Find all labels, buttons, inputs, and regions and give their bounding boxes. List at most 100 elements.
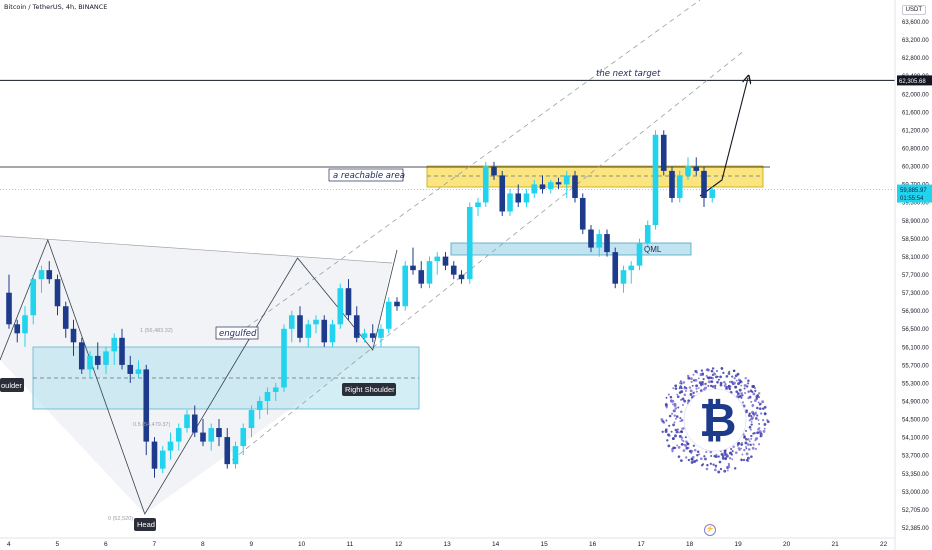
lightning-icon[interactable]: ⚡ (704, 524, 716, 536)
logo-particle (747, 390, 750, 393)
logo-particle (696, 450, 700, 454)
logo-particle (704, 386, 708, 390)
logo-particle (700, 382, 703, 386)
logo-particle (684, 390, 688, 393)
logo-particle (677, 406, 680, 409)
candle (232, 441, 239, 469)
candle (394, 297, 400, 311)
logo-particle (680, 436, 684, 439)
candle (94, 342, 101, 370)
logo-particle (737, 382, 741, 386)
logo-particle (719, 383, 723, 387)
logo-particle (679, 417, 682, 420)
logo-particle (673, 414, 677, 417)
logo-particle (742, 458, 746, 462)
logo-particle (683, 385, 686, 388)
logo-particle (680, 387, 683, 390)
x-tick-label: 8 (201, 541, 205, 548)
candle (321, 315, 328, 347)
logo-particle (686, 442, 690, 446)
logo-particle (754, 447, 757, 451)
y-tick-label: 62,000.00 (902, 92, 929, 98)
y-tick-label: 55,300.00 (902, 381, 929, 387)
fib-top-label: 1 (56,483.32) (140, 328, 173, 334)
logo-particle (678, 387, 681, 390)
y-tick-label: 53,350.00 (902, 472, 929, 478)
logo-particle (716, 380, 719, 384)
x-tick-label: 20 (783, 541, 791, 548)
candle-body (394, 301, 400, 307)
logo-particle (668, 424, 671, 427)
candle (14, 319, 21, 343)
candle-body (264, 391, 271, 401)
logo-particle (761, 400, 765, 404)
logo-particle (728, 457, 732, 460)
logo-particle (759, 412, 763, 415)
logo-particle (677, 445, 681, 449)
candle-body (579, 197, 586, 230)
candle (191, 405, 198, 438)
candle (709, 186, 716, 203)
logo-particle (697, 377, 700, 380)
logo-particle (664, 403, 668, 407)
y-tick-label: 54,900.00 (902, 400, 929, 406)
logo-particle (680, 410, 683, 414)
logo-particle (749, 428, 752, 431)
y-tick-label: 54,100.00 (902, 436, 929, 442)
candle-body (94, 355, 101, 365)
candle-body (216, 428, 222, 438)
y-tick-label: 58,500.00 (902, 237, 929, 243)
logo-particle (698, 453, 701, 456)
logo-particle (762, 429, 766, 433)
logo-particle (755, 395, 759, 398)
candle (337, 283, 344, 329)
logo-particle (701, 380, 704, 384)
candle-body (676, 175, 683, 198)
candle-body (103, 351, 109, 365)
engulfed-label-box (215, 326, 259, 340)
logo-particle (720, 367, 724, 370)
candle (644, 220, 651, 248)
logo-particle (688, 449, 692, 453)
candle (563, 170, 570, 198)
engulfed-label: engulfed (219, 329, 257, 339)
logo-particle (747, 438, 750, 441)
logo-particle (665, 396, 668, 399)
logo-particle (664, 430, 668, 434)
logo-particle (731, 375, 734, 378)
logo-particle (682, 381, 686, 384)
logo-particle (693, 460, 697, 463)
candle (466, 202, 473, 284)
logo-particle (758, 407, 762, 411)
logo-particle (730, 381, 733, 384)
logo-particle (744, 441, 748, 445)
logo-particle (702, 378, 705, 381)
logo-particle (719, 375, 722, 379)
logo-particle (756, 431, 759, 435)
candle-body (620, 270, 627, 284)
logo-particle (678, 434, 682, 438)
candle (256, 396, 263, 420)
logo-particle (766, 420, 770, 424)
logo-particle (697, 387, 700, 389)
channel-upper (231, 0, 701, 339)
logo-particle (699, 372, 702, 376)
next-target-label: the next target (596, 69, 661, 79)
candle (596, 229, 603, 257)
logo-particle (678, 431, 681, 434)
channel-lower (231, 49, 746, 461)
logo-particle (740, 458, 743, 462)
x-tick-label: 13 (444, 541, 452, 548)
candle-body (701, 170, 707, 198)
candle-body (167, 441, 174, 451)
candle (418, 261, 425, 289)
candle-body (652, 134, 659, 226)
candle-body (38, 270, 45, 280)
logo-particle (764, 412, 767, 415)
logo-particle (745, 447, 748, 450)
logo-particle (751, 405, 754, 408)
candle (46, 261, 53, 284)
logo-particle (728, 380, 731, 383)
